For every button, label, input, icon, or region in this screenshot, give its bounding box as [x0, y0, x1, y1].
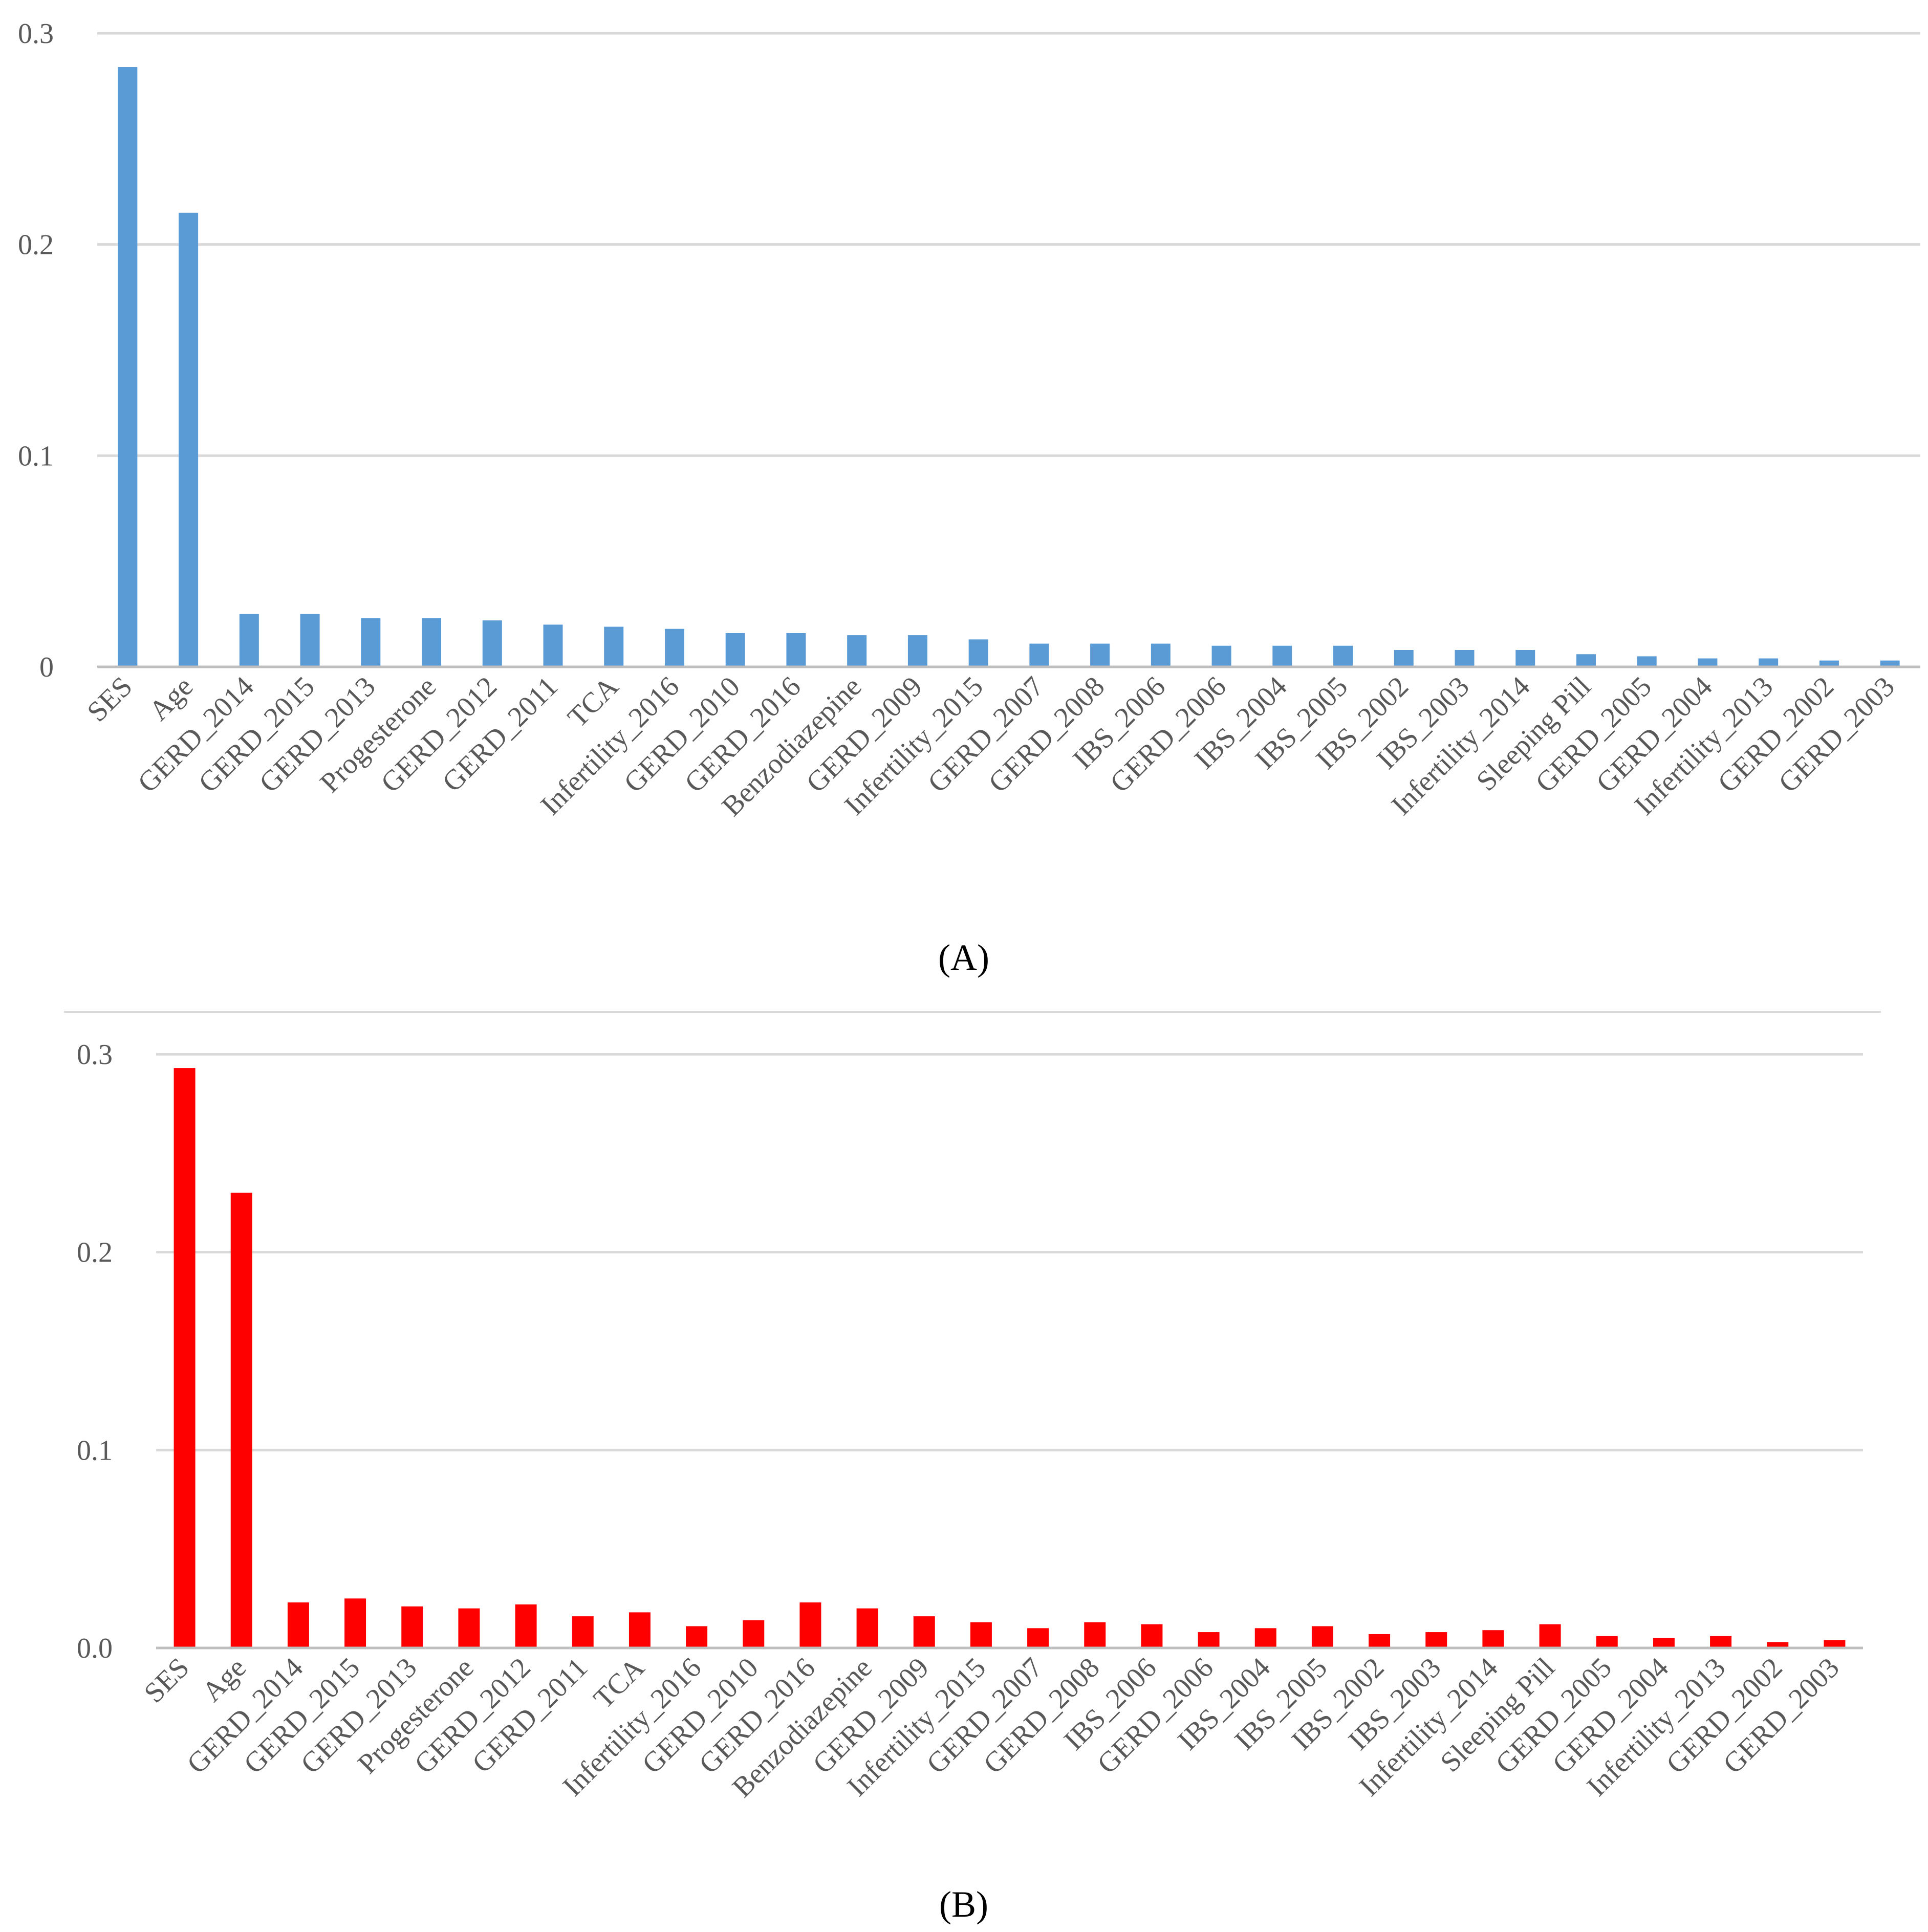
panel-b-bar: [1198, 1632, 1220, 1648]
panel-b-caption: (B): [939, 1884, 988, 1925]
panel-a-bar: [543, 624, 563, 667]
panel-a-bar: [179, 212, 199, 667]
panel-a-bar: [1090, 643, 1110, 667]
panel-a-bar: [847, 635, 867, 667]
panel-b-bar: [401, 1606, 423, 1648]
panel-b-bar: [174, 1068, 196, 1648]
panel-b-x-tick-label: SES: [138, 1652, 196, 1709]
panel-a-bar: [1698, 658, 1718, 667]
panel-b-bar: [458, 1608, 480, 1648]
panel-b-bar: [1369, 1634, 1391, 1648]
panel-a-bar: [482, 620, 502, 667]
panel-a-caption: (A): [938, 937, 989, 978]
panel-b-bar: [1539, 1624, 1561, 1648]
panel-b-bar: [686, 1626, 708, 1648]
panel-b-bar: [1710, 1636, 1732, 1648]
panel-a-bar: [1333, 645, 1353, 667]
panel-b-bar: [1027, 1628, 1049, 1648]
panel-a-bar: [1880, 660, 1900, 667]
panel-b-bar: [1084, 1622, 1106, 1648]
panel-a-bar: [1272, 645, 1292, 667]
panel-a-bar: [1455, 649, 1475, 667]
panel-b-bar: [799, 1602, 821, 1648]
panel-a-y-tick-label: 0.3: [18, 18, 54, 50]
panel-a-y-tick-label: 0: [39, 652, 54, 683]
panel-a-bar: [1515, 649, 1535, 667]
panel-a-bar: [1394, 649, 1414, 667]
panel-b-y-tick-label: 0.1: [77, 1435, 113, 1466]
panel-a-bar: [1819, 660, 1839, 667]
panel-a-bar: [1029, 643, 1049, 667]
panel-a-bar: [1211, 645, 1231, 667]
panel-a-y-tick-label: 0.2: [18, 229, 54, 261]
panel-b-bar: [970, 1622, 992, 1648]
panel-a-bar: [1759, 658, 1779, 667]
panel-b-bar: [515, 1604, 537, 1648]
panel-a-bar: [361, 618, 381, 667]
panel-a-bar: [1151, 643, 1171, 667]
panel-b-bar: [344, 1598, 366, 1648]
panel-a-y-tick-label: 0.1: [18, 440, 54, 472]
panel-b-bar: [913, 1616, 935, 1648]
panel-a-bar: [239, 614, 259, 667]
panel-a-bar: [300, 614, 320, 667]
panel-a-bar: [118, 67, 138, 667]
panel-a-bar: [604, 626, 624, 667]
panel-b-bar: [856, 1608, 878, 1648]
panel-a-bar: [786, 633, 806, 667]
panel-b-bar: [743, 1620, 765, 1648]
panel-a-bar: [907, 635, 927, 667]
panel-b-bar: [1653, 1638, 1675, 1648]
panel-b-y-tick-label: 0.0: [77, 1633, 113, 1664]
panel-a-bar: [725, 633, 745, 667]
panel-a-bar: [1637, 656, 1657, 667]
panel-b-bar: [1254, 1628, 1276, 1648]
panel-a-bar: [1576, 654, 1596, 667]
panel-b-bar: [1824, 1640, 1846, 1648]
panel-b-bar: [1425, 1632, 1447, 1648]
panel-b-bar: [1596, 1636, 1618, 1648]
panel-b-bar: [572, 1616, 594, 1648]
panel-b-y-tick-label: 0.2: [77, 1237, 113, 1269]
panel-b-bar: [1767, 1642, 1789, 1648]
panel-b-bar: [287, 1602, 309, 1648]
panel-b-bar: [230, 1192, 252, 1648]
panel-b-y-tick-label: 0.3: [77, 1039, 113, 1071]
panel-a-bar: [664, 628, 684, 667]
panel-b-bar: [1141, 1624, 1163, 1648]
panel-b-bar: [1482, 1630, 1504, 1648]
panel-a-x-tick-label: SES: [81, 670, 138, 728]
panel-a-bar: [968, 639, 988, 667]
panel-a-bar: [422, 618, 442, 667]
panel-b-bar: [1311, 1626, 1333, 1648]
panel-b-bar: [629, 1612, 651, 1648]
